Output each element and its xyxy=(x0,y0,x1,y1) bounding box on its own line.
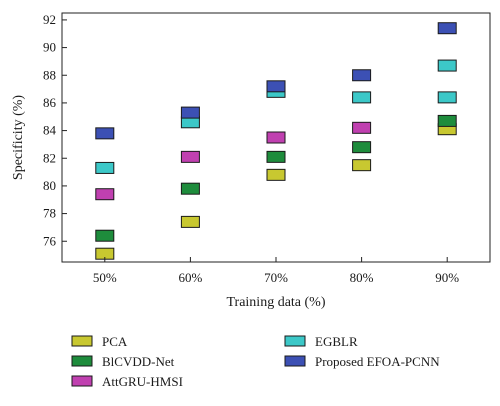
axes: 76 78 80 82 84 86 88 90 92 50% 60% 70% 80% 90% xyxy=(43,12,491,285)
legend-swatch-attgru-hmsi xyxy=(71,375,93,387)
legend-label-pca: PCA xyxy=(102,334,128,349)
point-proposed-efoa-pcnn xyxy=(437,22,457,35)
point-proposed-efoa-pcnn xyxy=(352,69,372,82)
point-egblr xyxy=(437,91,457,104)
x-axis-title: Training data (%) xyxy=(226,295,325,310)
y-tick-label: 76 xyxy=(43,233,57,248)
point-egblr xyxy=(95,161,115,174)
plot-area xyxy=(95,22,457,260)
y-tick-label: 82 xyxy=(43,150,56,165)
point-blcvdd-net xyxy=(266,150,286,163)
y-axis-title: Specificity (%) xyxy=(11,95,26,180)
point-pca xyxy=(180,215,200,228)
legend-label-blcvdd-net: BlCVDD-Net xyxy=(102,354,175,369)
x-tick-label: 50% xyxy=(93,270,117,285)
point-pca xyxy=(352,159,372,172)
point-attgru-hmsi xyxy=(266,131,286,144)
x-tick-label: 70% xyxy=(264,270,288,285)
legend-label-egblr: EGBLR xyxy=(315,334,358,349)
point-attgru-hmsi xyxy=(352,121,372,134)
y-tick-label: 80 xyxy=(43,178,56,193)
point-attgru-hmsi xyxy=(95,188,115,201)
point-proposed-efoa-pcnn xyxy=(180,106,200,119)
legend-label-attgru-hmsi: AttGRU-HMSI xyxy=(102,374,183,389)
y-tick-label: 84 xyxy=(43,123,57,138)
legend: PCA BlCVDD-Net AttGRU-HMSI EGBLR Proposed EF… xyxy=(71,334,440,389)
point-blcvdd-net xyxy=(180,182,200,195)
point-blcvdd-net xyxy=(437,114,457,127)
legend-swatch-egblr xyxy=(284,335,306,347)
point-pca xyxy=(266,168,286,181)
y-tick-label: 78 xyxy=(43,206,56,221)
legend-swatch-proposed-efoa-pcnn xyxy=(284,355,306,367)
point-proposed-efoa-pcnn xyxy=(266,80,286,93)
y-tick-label: 88 xyxy=(43,67,56,82)
point-blcvdd-net xyxy=(95,229,115,242)
point-blcvdd-net xyxy=(352,141,372,154)
point-proposed-efoa-pcnn xyxy=(95,127,115,140)
legend-swatch-blcvdd-net xyxy=(71,355,93,367)
y-tick-label: 86 xyxy=(43,95,57,110)
legend-swatch-pca xyxy=(71,335,93,347)
legend-label-proposed-efoa-pcnn: Proposed EFOA-PCNN xyxy=(315,354,440,369)
point-egblr xyxy=(437,59,457,72)
y-tick-label: 90 xyxy=(43,40,56,55)
point-attgru-hmsi xyxy=(180,150,200,163)
point-egblr xyxy=(352,91,372,104)
x-tick-label: 80% xyxy=(350,270,374,285)
y-tick-label: 92 xyxy=(43,12,56,27)
x-tick-label: 90% xyxy=(435,270,459,285)
x-tick-label: 60% xyxy=(178,270,202,285)
